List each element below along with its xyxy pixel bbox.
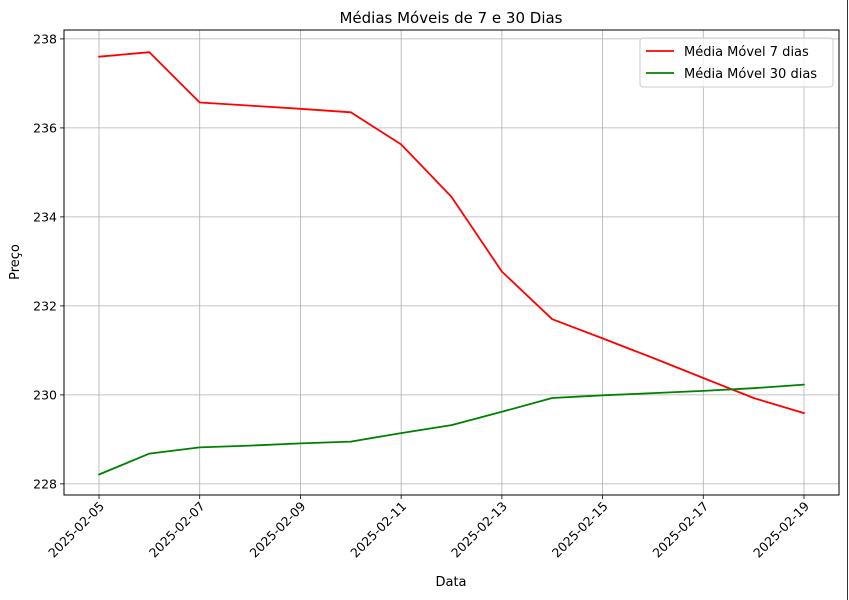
y-axis-label: Preço xyxy=(8,244,23,280)
series-line-30-day xyxy=(98,383,805,476)
legend-label-7-day: Média Móvel 7 dias xyxy=(684,45,809,60)
y-tick-label: 228 xyxy=(33,476,57,491)
legend-box xyxy=(639,37,834,88)
y-tick-label: 236 xyxy=(33,120,57,135)
chart-title: Médias Móveis de 7 e 30 Dias xyxy=(339,9,562,27)
legend: Média Móvel 7 dias Média Móvel 30 dias xyxy=(639,37,834,88)
plot-frame xyxy=(63,29,840,496)
legend-label-30-day: Média Móvel 30 dias xyxy=(684,67,817,82)
y-axis: 228 230 232 234 236 238 xyxy=(33,31,64,491)
y-tick-label: 234 xyxy=(33,209,57,224)
plot-area xyxy=(64,30,839,495)
y-tick-label: 232 xyxy=(33,298,57,313)
grid xyxy=(64,30,839,495)
right-edge-border xyxy=(847,0,848,600)
x-axis-label: Data xyxy=(435,575,466,590)
series-group xyxy=(98,51,805,476)
series-line-7-day xyxy=(98,51,805,415)
y-tick-label: 238 xyxy=(33,31,57,46)
y-tick-label: 230 xyxy=(33,387,57,402)
